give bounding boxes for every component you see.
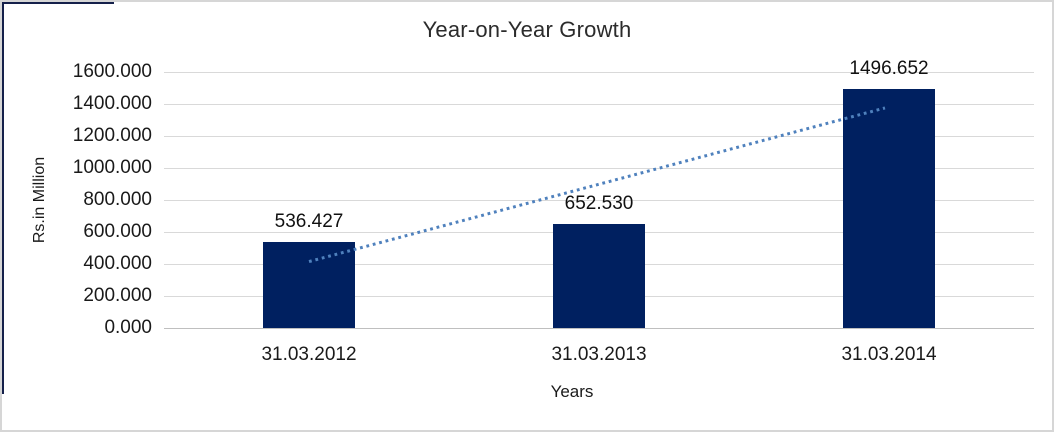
bar-data-label: 1496.652 xyxy=(849,57,929,79)
bar-data-label: 652.530 xyxy=(564,192,634,214)
gridline xyxy=(164,72,1034,73)
gridline xyxy=(164,328,1034,329)
bar xyxy=(843,88,935,328)
bar xyxy=(263,242,355,328)
y-tick-label: 1200.000 xyxy=(72,125,152,146)
bar-data-label: 536.427 xyxy=(274,211,344,233)
y-tick-label: 800.000 xyxy=(83,189,152,210)
y-tick-label: 1600.000 xyxy=(72,61,152,82)
x-tick-label: 31.03.2012 xyxy=(261,344,357,365)
x-tick-label: 31.03.2014 xyxy=(841,344,937,365)
x-tick-label: 31.03.2013 xyxy=(551,344,647,365)
y-tick-label: 0.000 xyxy=(104,317,152,338)
bar xyxy=(553,223,645,328)
gridline xyxy=(164,104,1034,105)
frame-left-edge xyxy=(2,2,4,394)
x-axis-title: Years xyxy=(550,382,594,401)
y-tick-label: 1400.000 xyxy=(72,93,152,114)
frame-top-edge xyxy=(2,2,114,4)
y-tick-label: 600.000 xyxy=(83,221,152,242)
y-tick-label: 200.000 xyxy=(83,285,152,306)
y-tick-label: 400.000 xyxy=(83,253,152,274)
chart-title: Year-on-Year Growth xyxy=(422,17,632,42)
y-tick-label: 1000.000 xyxy=(72,157,152,178)
